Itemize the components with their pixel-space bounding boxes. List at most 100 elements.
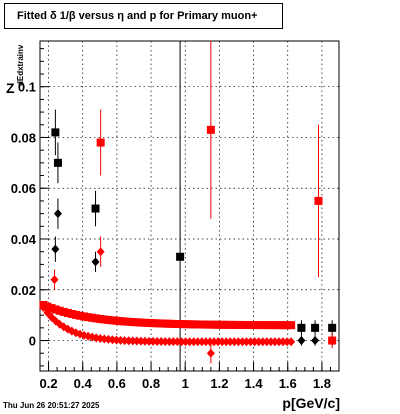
curve-marker-diamond (279, 337, 288, 347)
x-tick-label: 0.4 (74, 376, 93, 391)
y-tick-label: 0.02 (11, 283, 36, 298)
curve-marker-square (104, 315, 113, 324)
curve-marker-diamond (234, 337, 243, 347)
y-tick-label: 0.08 (11, 130, 36, 145)
x-tick-label: 1.6 (279, 376, 297, 391)
curve-marker-square (84, 313, 93, 322)
curve-marker-diamond (205, 337, 214, 347)
curve-marker-square (63, 308, 72, 317)
curve-marker-square (51, 305, 60, 314)
curve-marker-square (246, 321, 255, 330)
curve-marker-diamond (169, 337, 178, 347)
curve-marker-square (124, 317, 133, 326)
curve-marker-diamond (258, 337, 267, 347)
curve-marker-diamond (250, 337, 259, 347)
curve-marker-square (88, 313, 97, 322)
curve-marker-diamond (39, 303, 48, 313)
curve-marker-square (201, 320, 210, 329)
curve-marker-diamond (189, 337, 198, 347)
curve-marker-diamond (201, 337, 210, 347)
data-point-square (206, 125, 215, 134)
data-point-diamond (51, 244, 60, 254)
curve-marker-diamond (274, 337, 283, 347)
data-point-square (176, 252, 185, 261)
curve-marker-square (100, 315, 109, 324)
curve-marker-diamond (242, 337, 251, 347)
x-tick-label: 0.2 (40, 376, 58, 391)
curve-marker-diamond (262, 337, 271, 347)
y-tick-label: 0.1 (18, 80, 36, 95)
data-point-diamond (53, 209, 62, 219)
data-point-square (328, 336, 337, 345)
curve-marker-square (181, 320, 190, 329)
curve-marker-square (197, 320, 206, 329)
timestamp-footer: Thu Jun 26 20:51:27 2025 (3, 401, 100, 410)
curve-marker-square (214, 320, 223, 329)
data-point-square (311, 323, 320, 332)
x-tick-label: 1.8 (313, 376, 331, 391)
data-point-diamond (96, 247, 105, 257)
curve-marker-square (169, 319, 178, 328)
curve-marker-square (254, 321, 263, 330)
curve-marker-diamond (173, 337, 182, 347)
curve-marker-diamond (230, 337, 239, 347)
curve-marker-diamond (246, 337, 255, 347)
curve-marker-square (80, 312, 89, 321)
curve-marker-square (96, 314, 105, 323)
curve-marker-square (238, 320, 247, 329)
data-point-square (53, 158, 62, 167)
grid-lines (40, 41, 339, 371)
y-tick-label: 0 (29, 334, 36, 349)
curve-marker-diamond (161, 337, 170, 347)
curve-marker-diamond (287, 337, 296, 347)
curve-marker-square (270, 321, 279, 330)
curve-marker-square (258, 321, 267, 330)
curve-marker-square (112, 316, 121, 325)
curve-marker-square (266, 321, 275, 330)
curve-marker-square (222, 320, 231, 329)
curve-marker-square (59, 307, 68, 316)
curve-marker-square (274, 321, 283, 330)
curve-marker-square (140, 318, 149, 327)
curve-marker-diamond (43, 308, 52, 318)
curve-marker-square (185, 320, 194, 329)
curve-marker-square (209, 320, 218, 329)
curve-marker-square (55, 306, 64, 315)
curve-marker-square (120, 317, 129, 326)
curve-marker-square (287, 321, 296, 330)
curve-marker-square (165, 319, 174, 328)
x-tick-label: 0.8 (142, 376, 160, 391)
x-tick-label: 1 (182, 376, 189, 391)
curve-marker-square (218, 320, 227, 329)
curve-marker-square (226, 320, 235, 329)
curve-marker-diamond (254, 337, 263, 347)
curve-marker-square (136, 318, 145, 327)
data-point-diamond (91, 257, 100, 267)
data-point-diamond (311, 336, 320, 346)
tick-labels: 0.2 0.4 0.6 0.8 1 1.2 1.4 1.6 1.8 0 0.02 0.04 0.06 0.… (11, 80, 331, 391)
curve-marker-diamond (218, 337, 227, 347)
curve-marker-diamond (181, 337, 190, 347)
curve-marker-diamond (270, 337, 279, 347)
curve-marker-square (250, 321, 259, 330)
curve-marker-diamond (214, 337, 223, 347)
data-markers (39, 125, 337, 358)
data-point-square (297, 323, 306, 332)
data-point-square (51, 128, 60, 137)
curve-marker-square (145, 318, 154, 327)
plot-frame (39, 40, 340, 372)
curve-marker-diamond (266, 337, 275, 347)
y-axis-label: Z (6, 80, 15, 96)
data-point-diamond (297, 336, 306, 346)
curve-marker-square (193, 320, 202, 329)
y-tick-label: 0.06 (11, 181, 36, 196)
curve-marker-square (234, 320, 243, 329)
curve-marker-diamond (226, 337, 235, 347)
curve-marker-square (67, 309, 76, 318)
curve-marker-square (230, 320, 239, 329)
curve-marker-square (177, 320, 186, 329)
curve-marker-square (242, 320, 251, 329)
curve-marker-square (108, 316, 117, 325)
curve-marker-diamond (197, 337, 206, 347)
curve-marker-square (149, 319, 158, 328)
